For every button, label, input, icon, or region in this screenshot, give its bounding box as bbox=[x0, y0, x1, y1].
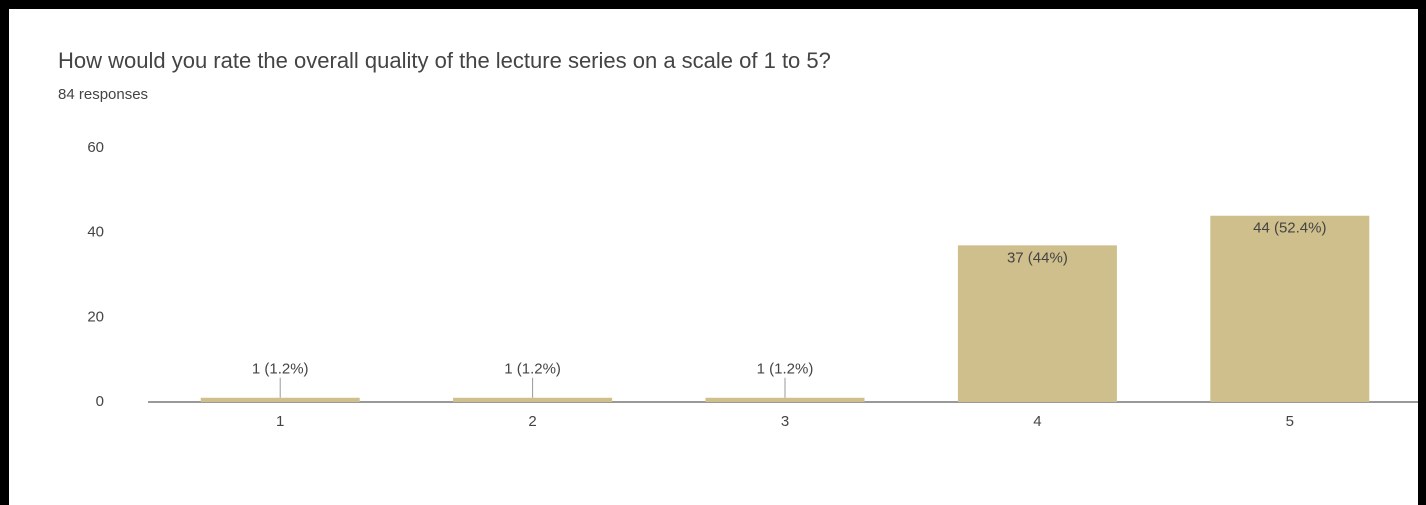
x-tick-label: 5 bbox=[1286, 413, 1294, 430]
card bbox=[9, 9, 1418, 505]
chart-title: How would you rate the overall quality o… bbox=[58, 48, 831, 73]
y-tick-label: 20 bbox=[87, 308, 104, 325]
data-label: 1 (1.2%) bbox=[757, 361, 814, 378]
bar bbox=[957, 245, 1117, 402]
x-tick-label: 2 bbox=[528, 413, 536, 430]
bar bbox=[200, 397, 360, 402]
response-count: 84 responses bbox=[58, 86, 148, 103]
data-label: 44 (52.4%) bbox=[1253, 220, 1326, 237]
bar bbox=[453, 397, 613, 402]
x-tick-label: 3 bbox=[781, 413, 789, 430]
bar bbox=[1210, 215, 1370, 402]
data-label: 1 (1.2%) bbox=[504, 361, 561, 378]
data-label: 37 (44%) bbox=[1007, 249, 1068, 266]
y-tick-label: 40 bbox=[87, 224, 104, 241]
y-tick-label: 0 bbox=[96, 393, 104, 410]
x-tick-label: 1 bbox=[276, 413, 284, 430]
data-label: 1 (1.2%) bbox=[252, 361, 309, 378]
x-tick-label: 4 bbox=[1033, 413, 1041, 430]
y-tick-label: 60 bbox=[87, 139, 104, 156]
bar bbox=[705, 397, 865, 402]
